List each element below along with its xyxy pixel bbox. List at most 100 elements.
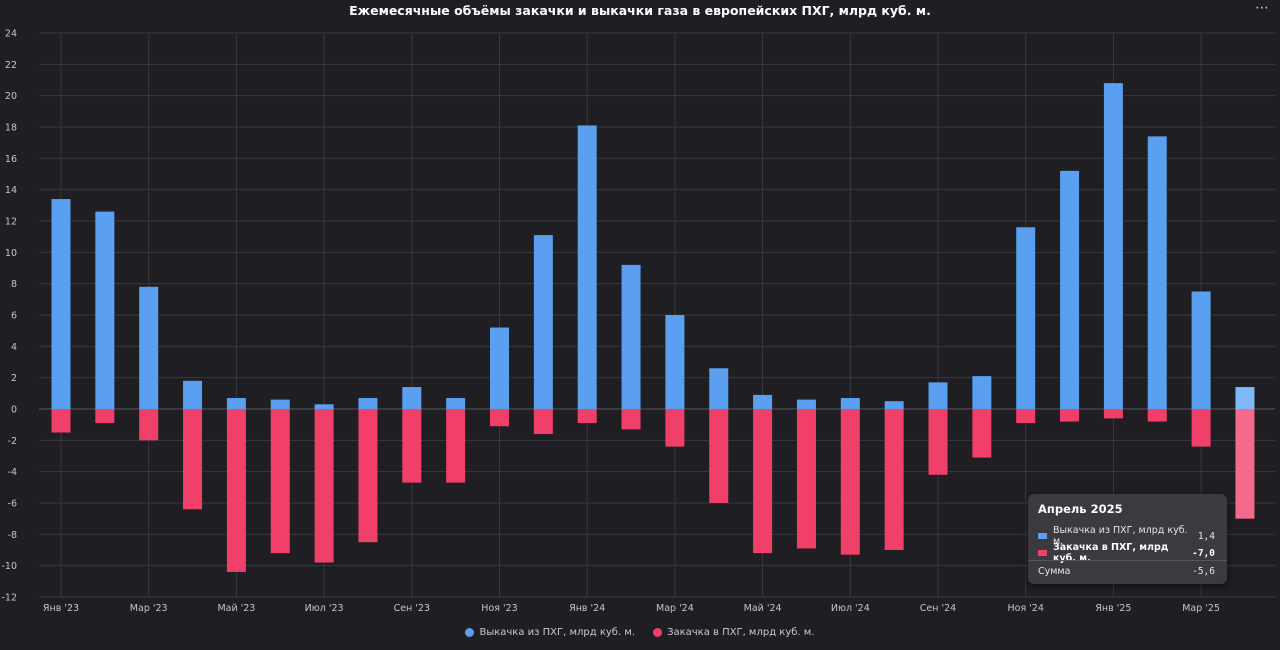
bar-injection[interactable] [314,409,334,563]
tooltip-swatch-injection [1038,550,1047,556]
y-tick-label: 18 [5,123,17,134]
y-tick-label: 20 [5,91,17,102]
bar-withdrawal[interactable] [95,211,115,409]
y-tick-label: 2 [11,373,17,384]
bar-withdrawal[interactable] [1191,291,1211,410]
bar-injection[interactable] [1147,409,1167,422]
bar-withdrawal[interactable] [972,376,992,409]
y-tick-label: 16 [5,154,17,165]
bar-withdrawal[interactable] [358,398,378,409]
x-tick-label: Сен '24 [920,603,956,614]
bar-withdrawal[interactable] [402,387,422,409]
bar-withdrawal[interactable] [1103,83,1123,409]
tooltip-row-total: Сумма -5,6 [1038,566,1215,577]
bar-withdrawal[interactable] [533,235,553,409]
bar-injection[interactable] [446,409,466,483]
x-tick-label: Янв '23 [43,603,79,614]
bar-withdrawal[interactable] [665,315,685,409]
bar-injection[interactable] [709,409,729,503]
y-tick-label: 14 [5,185,17,196]
legend-item-injection[interactable]: Закачка в ПХГ, млрд куб. м. [653,627,815,638]
bar-injection[interactable] [753,409,773,554]
bar-withdrawal[interactable] [884,401,904,409]
y-tick-label: 22 [5,60,17,71]
bar-withdrawal[interactable] [1016,227,1036,409]
x-tick-label: Май '23 [217,603,255,614]
bar-injection[interactable] [1235,409,1255,519]
bar-injection[interactable] [1103,409,1123,419]
tooltip-label-withdrawal: Выкачка из ПХГ, млрд куб. м. [1053,525,1188,547]
y-tick-label: -12 [1,593,17,604]
legend-dot-withdrawal [465,628,475,637]
bar-injection[interactable] [533,409,553,435]
y-tick-label: -10 [1,561,17,572]
bar-injection[interactable] [884,409,904,550]
bar-withdrawal[interactable] [1060,170,1080,409]
x-tick-label: Мар '24 [656,603,694,614]
bar-injection[interactable] [183,409,203,510]
bar-injection[interactable] [490,409,509,427]
bar-withdrawal[interactable] [270,399,290,409]
bar-withdrawal[interactable] [753,394,773,409]
tooltip-row-withdrawal: Выкачка из ПХГ, млрд куб. м. 1,4 [1038,525,1215,547]
bar-injection[interactable] [621,409,641,430]
bar-withdrawal[interactable] [139,286,159,409]
tooltip-value-withdrawal: 1,4 [1197,530,1215,542]
y-tick-label: 4 [11,342,17,353]
bar-injection[interactable] [139,409,159,441]
tooltip-divider [1028,560,1227,561]
legend-label-withdrawal: Выкачка из ПХГ, млрд куб. м. [479,627,636,638]
bar-injection[interactable] [1060,409,1080,422]
bar-withdrawal[interactable] [1235,387,1255,409]
bar-withdrawal[interactable] [226,398,246,409]
x-tick-label: Ноя '24 [1008,603,1044,614]
bar-injection[interactable] [95,409,115,424]
y-tick-label: 12 [5,217,17,228]
bar-withdrawal[interactable] [51,199,71,409]
x-tick-label: Сен '23 [394,603,430,614]
bar-withdrawal[interactable] [577,125,597,409]
bar-withdrawal[interactable] [796,399,816,409]
x-tick-label: Июл '23 [305,603,344,614]
x-tick-label: Май '24 [744,603,782,614]
bar-injection[interactable] [402,409,422,483]
tooltip: Апрель 2025 Выкачка из ПХГ, млрд куб. м.… [1028,494,1227,584]
legend: Выкачка из ПХГ, млрд куб. м. Закачка в П… [0,627,1280,638]
x-tick-label: Мар '23 [130,603,168,614]
legend-item-withdrawal[interactable]: Выкачка из ПХГ, млрд куб. м. [465,627,635,638]
tooltip-label-injection: Закачка в ПХГ, млрд куб. м. [1053,542,1169,564]
tooltip-swatch-withdrawal [1038,533,1047,539]
bar-injection[interactable] [928,409,948,475]
bar-withdrawal[interactable] [446,398,466,409]
bar-withdrawal[interactable] [1147,136,1167,409]
bar-withdrawal[interactable] [840,398,860,409]
x-tick-label: Мар '25 [1182,603,1220,614]
bar-injection[interactable] [840,409,860,555]
bar-injection[interactable] [270,409,290,554]
bar-withdrawal[interactable] [928,382,948,409]
bar-injection[interactable] [51,409,71,433]
bar-injection[interactable] [226,409,246,572]
tooltip-title: Апрель 2025 [1038,502,1123,516]
bar-injection[interactable] [972,409,992,458]
bar-withdrawal[interactable] [709,368,729,409]
bar-withdrawal[interactable] [621,264,641,409]
bar-withdrawal[interactable] [490,327,509,409]
tooltip-total-label: Сумма [1038,566,1071,577]
bar-injection[interactable] [577,409,597,424]
y-tick-label: 8 [11,279,17,290]
bar-withdrawal[interactable] [314,404,334,409]
x-axis-labels: Янв '23 Мар '23 Май '23 Июл '23 Сен '23 Ноя '… [43,603,1220,614]
bar-injection[interactable] [665,409,685,447]
bar-injection[interactable] [796,409,816,549]
y-tick-label: 24 [5,29,17,40]
y-tick-label: 6 [11,311,17,322]
bar-injection[interactable] [358,409,378,543]
bar-injection[interactable] [1016,409,1036,424]
more-options-icon[interactable]: ⋯ [1255,0,1270,16]
bar-injection[interactable] [1191,409,1211,447]
y-tick-label: 10 [5,248,17,259]
y-tick-label: -8 [8,530,17,541]
bar-withdrawal[interactable] [183,380,203,409]
